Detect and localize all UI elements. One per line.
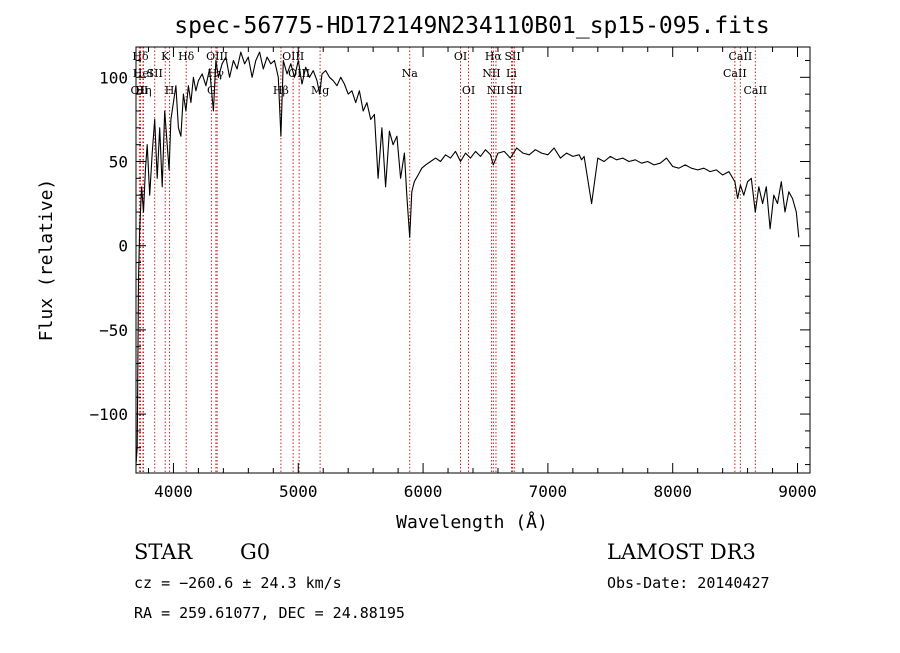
y-tick-label: 50 <box>109 152 128 171</box>
spectral-line-label: H <box>165 84 175 97</box>
spectral-line-label: OI <box>454 50 467 63</box>
survey-name: LAMOST DR3 <box>607 540 756 564</box>
spectral-line-label: Hη <box>135 84 151 97</box>
coordinates-readout: RA = 259.61077, DEC = 24.88195 <box>134 604 405 622</box>
spectral-line-label: CaII <box>743 84 767 97</box>
x-tick-label: 5000 <box>279 482 318 501</box>
spectral-line-label: Hδ <box>178 50 195 63</box>
plot-area <box>135 51 800 465</box>
spectral-line-label: OIII <box>282 50 304 63</box>
spectral-line-label: SII <box>504 50 520 63</box>
obs-date: Obs-Date: 20140427 <box>607 574 770 592</box>
spectral-subclass: G0 <box>240 540 271 564</box>
y-tick-label: −100 <box>89 405 128 424</box>
spectral-line-label: NII <box>487 84 505 97</box>
spectral-line-label: CaII <box>723 67 747 80</box>
y-tick-label: 0 <box>118 237 128 256</box>
x-axis-label: Wavelength (Å) <box>396 511 548 533</box>
spectral-line-label: OIII <box>206 50 228 63</box>
x-tick-label: 6000 <box>404 482 443 501</box>
spectral-line-label: K <box>161 50 170 63</box>
spectral-line-label: Na <box>402 67 419 80</box>
spectral-line-label: NII <box>482 67 500 80</box>
object-type: STAR <box>134 540 193 564</box>
axes: 4000 5000 6000 7000 8000 9000 −100 −50 0 50 100 <box>89 46 817 501</box>
plot-frame <box>135 46 811 474</box>
y-axis-label: Flux (relative) <box>36 179 57 342</box>
y-tick-label: −50 <box>99 321 128 340</box>
spectral-line-label: SII <box>147 67 163 80</box>
spectrum-line <box>135 51 800 465</box>
x-tick-label: 9000 <box>778 482 817 501</box>
x-tick-label: 4000 <box>154 482 193 501</box>
spectral-line-label: SII <box>506 84 522 97</box>
x-tick-label: 7000 <box>529 482 568 501</box>
spectral-line-label: Hβ <box>273 84 289 97</box>
spectral-line-label: HeI <box>133 67 153 80</box>
spectral-line-label: Hα <box>485 50 503 63</box>
x-tick-label: 8000 <box>653 482 692 501</box>
chart-title: spec-56775-HD172149N234110B01_sp15-095.f… <box>174 13 769 39</box>
spectral-line-label: CaII <box>729 50 753 63</box>
redshift-readout: cz = −260.6 ± 24.3 km/s <box>134 574 342 592</box>
spectral-line-label: Hδ <box>132 50 149 63</box>
y-tick-label: 100 <box>99 68 128 87</box>
spectral-line-label: Li <box>506 67 517 80</box>
spectral-line-label: OI <box>462 84 475 97</box>
